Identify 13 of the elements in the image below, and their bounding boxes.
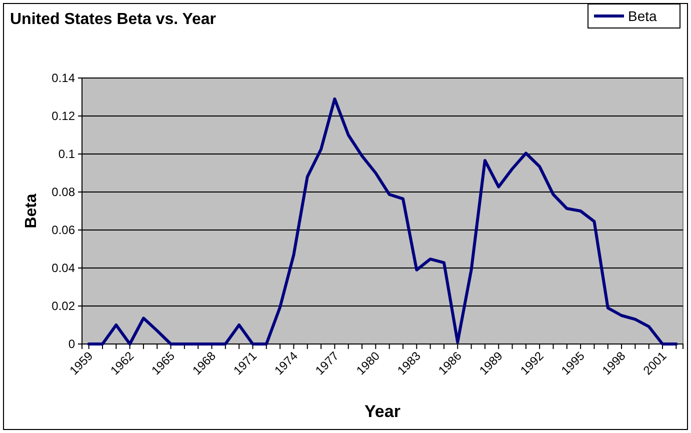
chart-title: United States Beta vs. Year <box>10 11 216 28</box>
y-tick-label: 0 <box>68 336 76 351</box>
y-axis-title: Beta <box>23 194 40 228</box>
x-axis-title: Year <box>364 402 401 421</box>
y-tick-label: 0.02 <box>52 298 76 313</box>
legend-label: Beta <box>628 8 658 24</box>
line-series <box>87 97 678 346</box>
y-tick-label: 0.12 <box>52 108 76 123</box>
y-tick-label: 0.06 <box>52 222 76 237</box>
y-tick-label: 0.1 <box>58 146 76 161</box>
y-tick-label: 0.14 <box>52 70 76 85</box>
y-tick-label: 0.04 <box>52 260 76 275</box>
y-tick-label: 0.08 <box>52 184 76 199</box>
